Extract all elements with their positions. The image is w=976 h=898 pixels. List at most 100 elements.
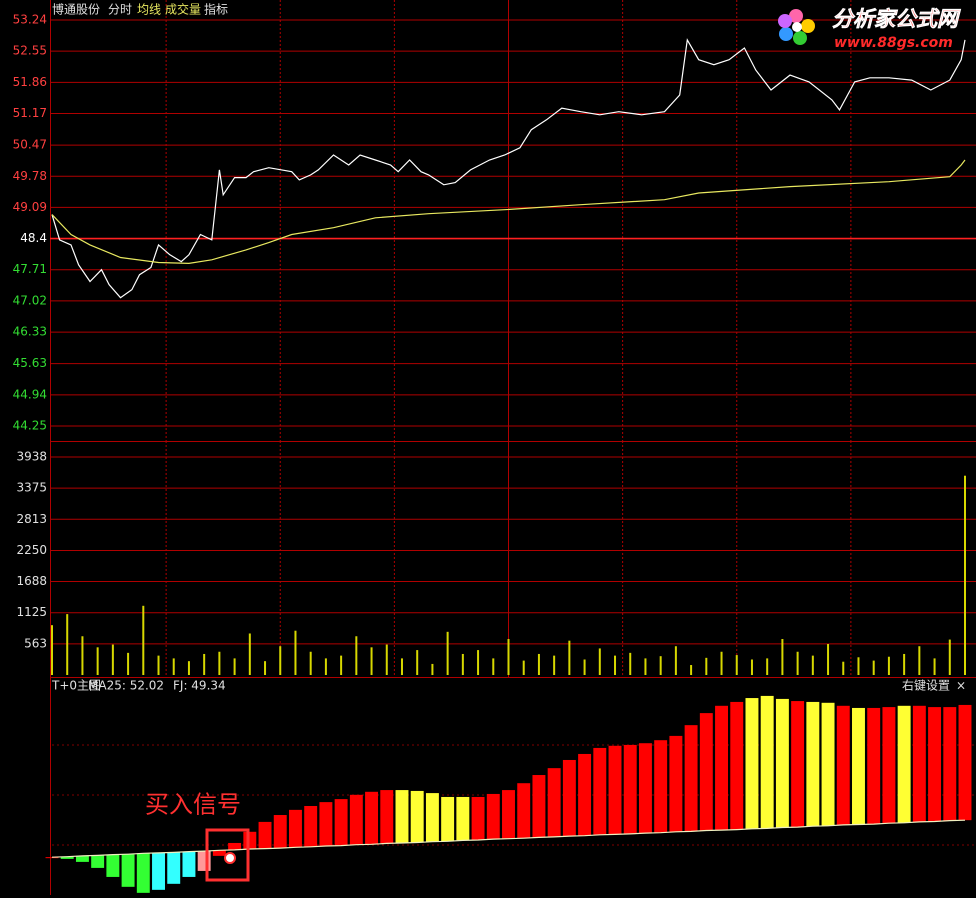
volume-bar: [629, 652, 632, 675]
volume-bar: [477, 650, 480, 675]
volume-bar: [81, 636, 84, 675]
volume-bar: [735, 655, 738, 675]
volume-bar: [446, 631, 449, 675]
menu-item[interactable]: 均线: [137, 3, 161, 17]
indicator-bar: [486, 793, 500, 840]
indicator-bar: [912, 705, 926, 822]
settings-button[interactable]: 右键设置: [902, 678, 950, 693]
indicator-bar: [75, 855, 89, 862]
y-tick-label: 47.71: [13, 262, 47, 276]
volume-bar: [887, 656, 890, 675]
indicator-bar: [243, 831, 257, 849]
indicator-bar: [517, 783, 531, 839]
indicator-bar: [867, 707, 881, 825]
stock-name: 博通股份: [52, 2, 100, 17]
indicator-bar: [638, 743, 652, 834]
volume-bar: [903, 653, 906, 675]
indicator-bar: [532, 775, 546, 838]
y-tick-label: 45.63: [13, 356, 47, 370]
annotation: 买入信号: [145, 791, 241, 819]
y-tick-label: 3938: [16, 450, 47, 464]
indicator-bar: [760, 695, 774, 829]
y-tick-label: 48.4: [20, 231, 47, 245]
volume-bar: [385, 644, 388, 675]
indicator-bar: [425, 793, 439, 842]
volume-bar: [766, 658, 769, 675]
volume-bar: [355, 636, 358, 675]
indicator-bar: [745, 698, 759, 829]
volume-bar: [142, 605, 145, 675]
y-tick-label: 52.55: [13, 44, 47, 58]
indicator-bar: [943, 707, 957, 821]
indicator-bar: [593, 747, 607, 835]
indicator-bar: [349, 794, 363, 845]
logo-petal: [779, 27, 793, 41]
indicator-bar: [273, 815, 287, 849]
logo: [778, 9, 815, 45]
volume-bar: [294, 630, 297, 675]
indicator-bar: [410, 790, 424, 843]
indicator-bar: [547, 768, 561, 837]
indicator-bar: [730, 701, 744, 830]
volume-bar: [781, 639, 784, 675]
site-name: 分析家公式网: [832, 7, 961, 31]
indicator-bar: [897, 705, 911, 823]
volume-bar: [827, 643, 830, 675]
indicator-bar: [882, 707, 896, 824]
indicator-bar: [334, 799, 348, 846]
volume-bar: [111, 644, 114, 675]
indicator-bar: [395, 790, 409, 843]
volume-bar: [324, 658, 327, 675]
signal-marker: [224, 852, 236, 864]
y-tick-label: 563: [24, 636, 47, 650]
indicator-bar: [471, 796, 485, 840]
volume-bar: [948, 639, 951, 675]
indicator-bar: [441, 796, 455, 842]
indicator-bar: [456, 796, 470, 841]
y-tick-label: 3375: [16, 481, 47, 495]
close-button[interactable]: ×: [956, 679, 966, 693]
indicator-bar: [852, 707, 865, 825]
indicator-bar: [958, 704, 972, 821]
volume-bar: [187, 661, 190, 675]
indicator-bar: [806, 701, 820, 827]
y-tick-label: 51.17: [13, 106, 47, 120]
volume-bar: [553, 655, 556, 675]
volume-bar: [66, 614, 69, 675]
volume-bar: [370, 647, 373, 675]
indicator-bar: [212, 850, 226, 856]
indicator-bar: [562, 759, 576, 837]
indicator-bar: [775, 698, 789, 828]
volume-bar: [127, 652, 130, 675]
indicator-bar: [502, 790, 515, 839]
volume-bar: [872, 660, 875, 675]
indicator-bar: [608, 745, 622, 835]
indicator-bar: [791, 701, 805, 828]
volume-bar: [203, 653, 206, 675]
indicator-bar: [106, 854, 120, 877]
menu-item[interactable]: 分时: [108, 3, 132, 17]
volume-bar: [264, 661, 267, 675]
volume-bar: [537, 653, 540, 675]
indicator-bar: [715, 705, 729, 831]
volume-bar: [248, 633, 251, 675]
volume-bar: [157, 655, 160, 675]
logo-petal: [801, 19, 815, 33]
menu-item[interactable]: 成交量: [165, 2, 201, 17]
site-url: www.88gs.com: [834, 35, 953, 51]
menu-item[interactable]: 指标: [204, 2, 228, 17]
volume-bar: [796, 651, 799, 675]
volume-bar: [705, 657, 708, 675]
legend-entry: MA25: 52.02: [88, 679, 164, 693]
volume-bar: [811, 655, 814, 675]
indicator-bar: [380, 790, 394, 844]
volume-bar: [340, 655, 343, 675]
volume-bar: [933, 658, 936, 675]
volume-bar: [96, 647, 99, 675]
price-line: [51, 159, 966, 265]
indicator-bar: [121, 854, 135, 887]
volume-bar: [918, 646, 921, 675]
volume-bar: [644, 658, 647, 675]
indicator-bar: [136, 853, 150, 893]
